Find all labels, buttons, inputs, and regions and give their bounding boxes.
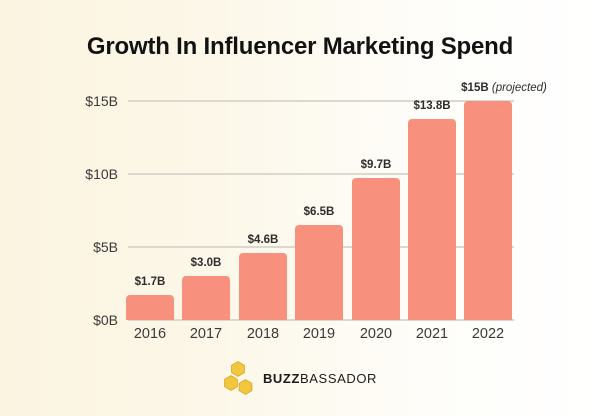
bar-value-label-2019: $6.5B xyxy=(303,206,335,219)
x-axis-tick-label-2020: 2020 xyxy=(359,326,393,342)
y-axis-tick-label: $10B xyxy=(85,166,118,182)
x-axis-tick-label-2019: 2019 xyxy=(302,326,336,342)
bar-value-label-2016: $1.7B xyxy=(134,276,166,289)
hexagon xyxy=(231,360,245,377)
x-axis-tick-label-2017: 2017 xyxy=(189,326,223,342)
y-axis-tick-label: $15B xyxy=(85,93,118,109)
bar-value-label-2021: $13.8B xyxy=(413,99,451,112)
brand-name-bold: BUZZ xyxy=(262,370,300,386)
brand-name-regular: BASSADOR xyxy=(300,370,378,386)
bar-2021 xyxy=(408,118,456,320)
hexagon xyxy=(224,374,238,391)
x-axis-tick-label-2018: 2018 xyxy=(246,326,280,342)
gridline-$0B xyxy=(128,319,514,321)
hexagon xyxy=(238,378,253,395)
brand-logo: BUZZBASSADOR xyxy=(0,354,600,402)
gridline-$15B xyxy=(128,100,514,102)
chart-title: Growth In Influencer Marketing Spend xyxy=(86,33,514,60)
bar-2017 xyxy=(182,276,230,320)
y-axis-tick-label: $0B xyxy=(93,312,118,328)
bar-value-label-2018: $4.6B xyxy=(247,233,279,246)
x-axis-tick-label-2022: 2022 xyxy=(471,326,505,342)
bar-2019 xyxy=(295,225,343,320)
projected-note: (projected) xyxy=(488,82,547,94)
bar-value-label-2022: $15B (projected) xyxy=(461,82,547,94)
gridline-$10B xyxy=(128,173,514,175)
bar-value-label-2020: $9.7B xyxy=(360,159,392,172)
x-axis-tick-label-2016: 2016 xyxy=(133,326,167,342)
bar-2016 xyxy=(126,295,174,320)
honeycomb-icon xyxy=(224,360,253,395)
x-axis-tick-label-2021: 2021 xyxy=(415,326,449,342)
bar-2020 xyxy=(352,178,400,320)
bar-2022 xyxy=(464,101,512,320)
bar-value-label-2017: $3.0B xyxy=(190,257,222,270)
bar-2018 xyxy=(239,252,287,320)
brand-name: BUZZBASSADOR xyxy=(263,371,377,386)
y-axis-tick-label: $5B xyxy=(93,239,118,255)
